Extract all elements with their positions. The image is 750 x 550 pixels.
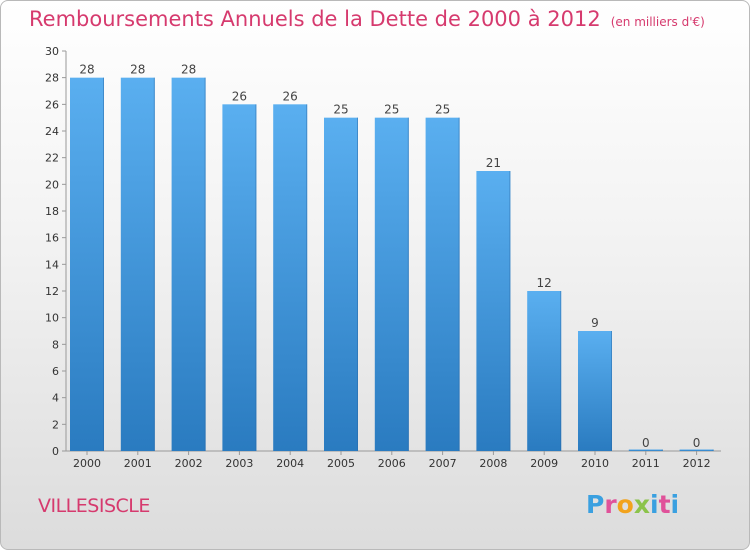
bar: [324, 117, 358, 452]
x-tick-label: 2009: [530, 457, 558, 470]
y-tick-label: 4: [52, 392, 59, 405]
bar: [171, 77, 206, 452]
data-label: 0: [642, 436, 650, 450]
data-label: 25: [333, 103, 348, 117]
data-label: 0: [693, 436, 701, 450]
data-label: 12: [537, 276, 552, 290]
bar: [374, 117, 409, 452]
chart-title-text: Remboursements Annuels de la Dette de 20…: [29, 7, 601, 31]
y-tick-label: 30: [45, 45, 59, 58]
x-tick-label: 2001: [124, 457, 152, 470]
data-label: 21: [486, 156, 501, 170]
data-label: 26: [283, 89, 298, 103]
logo-letter: t: [658, 490, 671, 519]
logo-letter: x: [633, 490, 650, 519]
logo-letter: P: [586, 490, 605, 519]
y-tick-label: 24: [45, 125, 59, 138]
x-tick-label: 2012: [683, 457, 711, 470]
data-label: 26: [232, 89, 247, 103]
x-tick-label: 2008: [479, 457, 507, 470]
y-tick-label: 18: [45, 205, 59, 218]
bar-series: [70, 77, 714, 452]
bar: [679, 449, 714, 451]
y-tick-label: 0: [52, 445, 59, 458]
x-tick-label: 2004: [276, 457, 304, 470]
chart-subtitle: (en milliers d'€): [610, 15, 705, 29]
y-tick-label: 26: [45, 98, 59, 111]
data-label: 28: [79, 63, 94, 77]
y-tick-label: 20: [45, 178, 59, 191]
bar: [425, 117, 460, 452]
y-tick-label: 6: [52, 365, 59, 378]
x-tick-label: 2000: [73, 457, 101, 470]
data-label: 28: [181, 63, 196, 77]
y-tick-label: 8: [52, 338, 59, 351]
bar: [222, 104, 257, 451]
chart-title: Remboursements Annuels de la Dette de 20…: [29, 7, 705, 31]
bar: [120, 77, 155, 452]
y-tick-label: 14: [45, 258, 59, 271]
bar: [578, 331, 612, 451]
x-tick-label: 2003: [225, 457, 253, 470]
data-label: 25: [384, 103, 399, 117]
data-label: 9: [591, 316, 599, 330]
logo-letter: r: [604, 490, 617, 519]
x-tick-label: 2005: [327, 457, 355, 470]
y-tick-label: 12: [45, 285, 59, 298]
data-label: 25: [435, 103, 450, 117]
commune-name: VILLESISCLE: [38, 495, 150, 517]
y-tick-label: 2: [52, 418, 59, 431]
bar: [476, 171, 511, 451]
y-tick-label: 10: [45, 312, 59, 325]
bar: [273, 104, 308, 451]
data-labels: 28 28 28 26 26 25 25 25 21 12 9 0 0: [79, 63, 700, 450]
proxiti-logo[interactable]: Proxiti: [586, 490, 679, 519]
x-tick-label: 2007: [429, 457, 457, 470]
y-tick-label: 16: [45, 232, 59, 245]
x-tick-label: 2002: [175, 457, 203, 470]
bar: [527, 291, 562, 451]
x-tick-label: 2010: [581, 457, 609, 470]
y-tick-label: 22: [45, 152, 59, 165]
logo-letter: o: [616, 490, 634, 519]
logo-letter: i: [670, 490, 680, 519]
logo-letter: i: [650, 490, 659, 519]
bar: [628, 449, 663, 451]
y-tick-label: 28: [45, 72, 59, 85]
bar: [70, 77, 104, 452]
x-tick-label: 2011: [632, 457, 660, 470]
x-tick-label: 2006: [378, 457, 406, 470]
data-label: 28: [130, 63, 145, 77]
